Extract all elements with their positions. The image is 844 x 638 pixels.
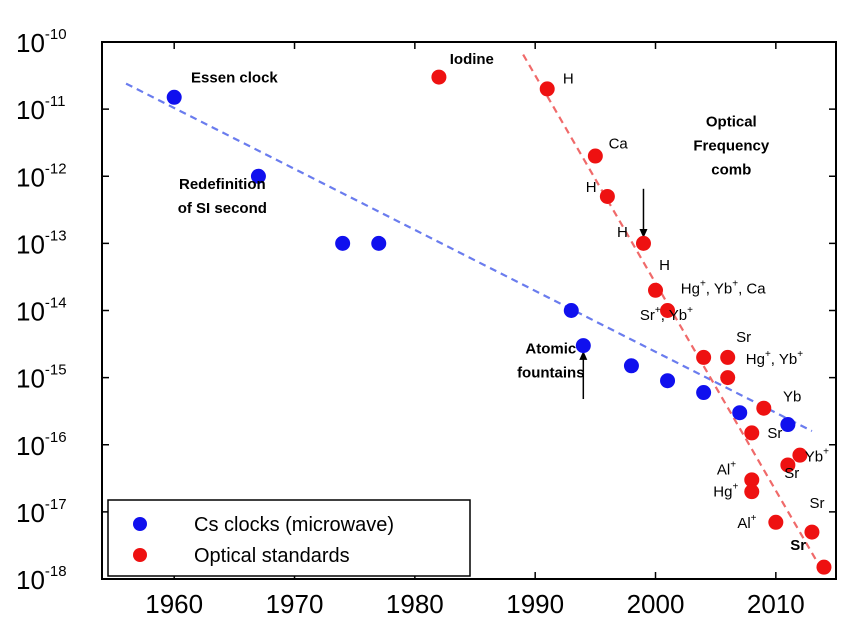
optical-point bbox=[744, 472, 760, 488]
y-tick-label: 10-18 bbox=[16, 563, 67, 595]
optical-point bbox=[744, 484, 760, 500]
y-tick-label: 10-16 bbox=[16, 429, 67, 461]
cs-clock-point bbox=[563, 303, 579, 318]
optical-point bbox=[792, 447, 808, 463]
x-tick-label: 1980 bbox=[386, 589, 444, 619]
cs-trend-line bbox=[125, 82, 813, 433]
optical-point bbox=[599, 188, 615, 204]
comb-arrow-head bbox=[639, 229, 648, 239]
annotation: Atomic fountains bbox=[517, 340, 585, 381]
point-label: Hg+, Yb+ bbox=[746, 349, 803, 368]
optical-point bbox=[804, 524, 820, 540]
y-tick-label: 10-10 bbox=[16, 26, 67, 58]
legend-label: Optical standards bbox=[194, 545, 350, 567]
point-label: Sr bbox=[784, 465, 799, 482]
arrow-layer bbox=[579, 188, 648, 400]
point-label: Sr bbox=[767, 425, 782, 442]
y-tick-label: 10-15 bbox=[16, 362, 67, 394]
optical-point bbox=[780, 457, 796, 473]
point-label: Hg+, Yb+, Ca bbox=[681, 278, 766, 297]
legend-label: Cs clocks (microwave) bbox=[194, 514, 394, 536]
annotation: Redefinition of SI second bbox=[178, 176, 267, 217]
cs-clock-point bbox=[696, 385, 712, 401]
y-tick-label: 10-11 bbox=[16, 93, 66, 125]
x-tick-label: 2010 bbox=[747, 589, 805, 619]
legend-cs-marker bbox=[133, 517, 147, 531]
tick-layer: 1960 1970 1980 1990 2000 2010 10-10 10-11 10-12 1… bbox=[16, 26, 836, 619]
point-label: H bbox=[563, 71, 574, 88]
point-label: Sr bbox=[736, 329, 751, 346]
cs-clock-point bbox=[780, 417, 796, 433]
y-tick-label: 10-17 bbox=[16, 496, 67, 528]
cs-clock-point bbox=[732, 405, 748, 421]
y-tick-label: 10-12 bbox=[16, 160, 67, 192]
point-label: H bbox=[617, 224, 628, 241]
optical-point bbox=[635, 235, 651, 251]
optical-point bbox=[744, 425, 760, 441]
optical-trend-line bbox=[522, 54, 825, 575]
point-label: Sr bbox=[810, 495, 825, 512]
point-label: Sr+, Yb+ bbox=[640, 305, 693, 324]
optical-point bbox=[431, 69, 447, 85]
optical-point bbox=[720, 370, 736, 386]
cs-clock-point bbox=[166, 89, 182, 105]
trend-layer bbox=[125, 54, 825, 575]
cs-clock-point bbox=[575, 338, 591, 354]
point-label: H bbox=[659, 257, 670, 274]
optical-point bbox=[648, 282, 664, 298]
annotation: Essen clock bbox=[191, 69, 278, 86]
optical-point bbox=[587, 148, 603, 164]
y-tick-label: 10-14 bbox=[16, 295, 67, 327]
point-label: Sr bbox=[790, 537, 806, 554]
optical-point bbox=[756, 400, 772, 416]
x-tick-label: 2000 bbox=[627, 589, 685, 619]
legend: Cs clocks (microwave) Optical standards bbox=[107, 499, 471, 577]
optical-point bbox=[720, 349, 736, 365]
annotation: Iodine bbox=[450, 51, 494, 68]
fountain-arrow-head bbox=[579, 350, 588, 360]
point-label: Hg+ bbox=[713, 481, 738, 500]
point-label: Ca bbox=[609, 135, 629, 152]
point-label: Yb+ bbox=[805, 447, 829, 466]
optical-point bbox=[816, 559, 832, 575]
point-label: Al+ bbox=[737, 513, 756, 532]
plot-frame bbox=[101, 41, 837, 580]
label-layer: H Ca H H H Hg+, Yb+, Ca Sr+, Yb+ Sr Hg+, Yb+ Yb Sr… bbox=[178, 51, 829, 554]
optical-point bbox=[696, 349, 712, 365]
annotation: Optical Frequency comb bbox=[693, 114, 770, 179]
point-label: Al+ bbox=[717, 460, 736, 479]
x-tick-label: 1960 bbox=[145, 589, 203, 619]
optical-point bbox=[539, 81, 555, 97]
cs-clock-point bbox=[660, 373, 676, 389]
cs-clock-point bbox=[335, 235, 351, 251]
legend-box bbox=[107, 499, 471, 577]
cs-clock-point bbox=[371, 235, 387, 251]
optical-point bbox=[660, 303, 676, 318]
optical-point bbox=[768, 514, 784, 530]
x-tick-label: 1970 bbox=[266, 589, 324, 619]
y-tick-label: 10-13 bbox=[16, 227, 67, 259]
point-layer bbox=[166, 69, 832, 575]
cs-clock-point bbox=[250, 168, 266, 184]
point-label: Yb bbox=[783, 389, 801, 406]
x-tick-label: 1990 bbox=[506, 589, 564, 619]
point-label: H bbox=[586, 179, 597, 196]
cs-clock-point bbox=[623, 358, 639, 374]
legend-optical-marker bbox=[133, 548, 147, 562]
